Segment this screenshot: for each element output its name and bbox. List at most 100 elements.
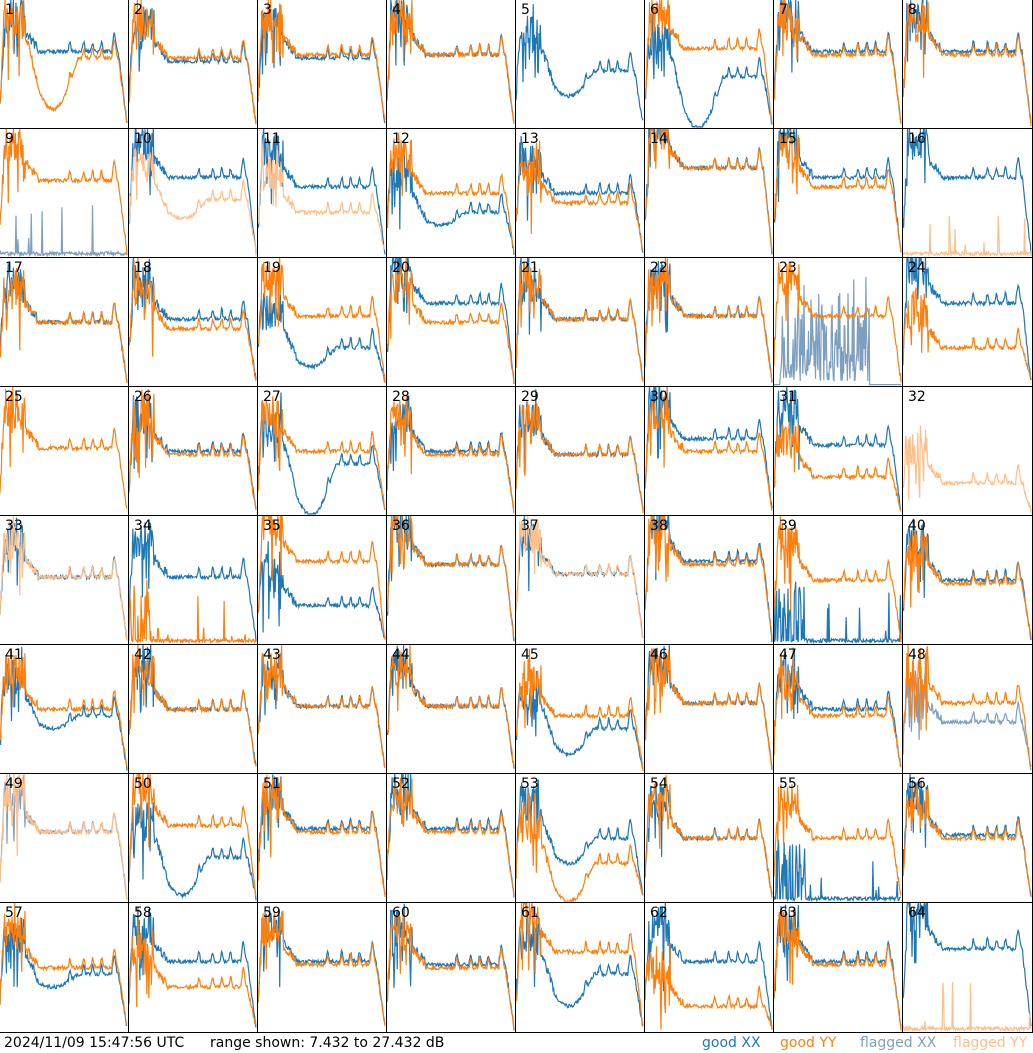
tile-plot [516,4,644,121]
series-good-yy [0,387,128,509]
tile-plot [645,129,773,255]
tile-label: 41 [5,647,23,663]
series-good-xx [129,129,257,254]
tile-30: 30 [645,387,774,516]
tile-label: 13 [521,131,539,147]
tile-27: 27 [258,387,387,516]
tile-plot [645,775,773,898]
series-good-xx [129,802,257,901]
series-good-xx [387,774,515,898]
tile-1: 1 [0,0,129,129]
series-good-xx [774,649,902,768]
tile-label: 42 [134,647,152,663]
tile-plot [258,516,386,640]
series-good-xx [516,389,644,511]
tile-14: 14 [645,129,774,258]
tile-label: 53 [521,776,539,792]
tile-plot [903,903,1032,1032]
series-good-xx [258,292,386,383]
tile-label: 43 [263,647,281,663]
tile-8: 8 [903,0,1033,129]
series-good-yy [774,783,902,896]
tile-plot [0,774,128,900]
series-good-yy [516,792,644,902]
tile-5: 5 [516,0,645,129]
tile-plot [129,258,257,381]
legend-good-xx: good XX [702,1035,761,1051]
series-good-yy [645,0,773,125]
tile-49: 49 [0,774,129,903]
series-good-xx [645,516,773,643]
tile-label: 38 [650,518,668,534]
tile-plot [645,258,773,383]
tile-label: 14 [650,131,668,147]
legend-good-yy: good YY [780,1035,837,1051]
tile-62: 62 [645,903,774,1033]
tile-label: 5 [521,2,530,18]
tile-54: 54 [645,774,774,903]
tile-plot [645,0,773,128]
tile-label: 52 [392,776,410,792]
series-good-yy [516,261,644,382]
tile-plot [516,516,644,638]
series-good-xx [129,522,257,642]
tile-plot [774,904,902,1031]
series-good-xx [645,9,773,128]
tile-20: 20 [387,258,516,387]
tile-plot [129,389,257,510]
series-good-yy [774,516,902,643]
tile-label: 24 [908,260,926,276]
series-good-yy [387,516,515,638]
series-good-xx [645,903,773,1030]
tile-label: 9 [5,131,14,147]
tile-plot [774,0,902,125]
tile-label: 4 [392,2,401,18]
tile-label: 47 [779,647,797,663]
series-good-xx [774,0,902,124]
tile-label: 1 [5,2,14,18]
tile-13: 13 [516,129,645,258]
series-good-xx [516,908,644,1027]
tile-label: 46 [650,647,668,663]
tile-42: 42 [129,645,258,774]
tile-7: 7 [774,0,903,129]
footer: 2024/11/09 15:47:56 UTC range shown: 7.4… [0,1033,1033,1053]
series-good-xx [258,907,386,1025]
tile-18: 18 [129,258,258,387]
series-good-yy [516,648,644,772]
tile-22: 22 [645,258,774,387]
tile-label: 58 [134,905,152,921]
series-good-yy [387,906,515,1030]
series-good-xx [903,129,1032,256]
tile-2: 2 [129,0,258,129]
series-good-xx [774,904,902,1026]
tile-label: 18 [134,260,152,276]
tile-plot [516,779,644,902]
tile-58: 58 [129,903,258,1033]
legend-flagged-yy: flagged YY [953,1035,1028,1051]
tile-label: 29 [521,389,539,405]
tile-label: 45 [521,647,539,663]
tile-plot [258,645,386,769]
tile-15: 15 [774,129,903,258]
tile-plot [0,387,128,509]
series-good-xx [258,392,386,515]
series-good-xx [129,6,257,125]
tile-plot [387,774,515,898]
series-good-yy [645,775,773,898]
series-good-xx [387,145,515,256]
series-good-xx [387,903,515,1031]
series-good-yy [774,908,902,1031]
series-good-yy [903,783,1032,897]
tile-plot [387,258,515,385]
tile-34: 34 [129,516,258,645]
series-good-yy [387,777,515,897]
series-good-yy [258,910,386,1026]
series-flagged-xx [774,276,901,386]
series-good-xx [387,258,515,385]
tile-21: 21 [516,258,645,387]
tile-plot [0,0,128,124]
tile-plot [258,258,386,384]
tile-plot [0,516,128,641]
tile-plot [903,425,1032,514]
